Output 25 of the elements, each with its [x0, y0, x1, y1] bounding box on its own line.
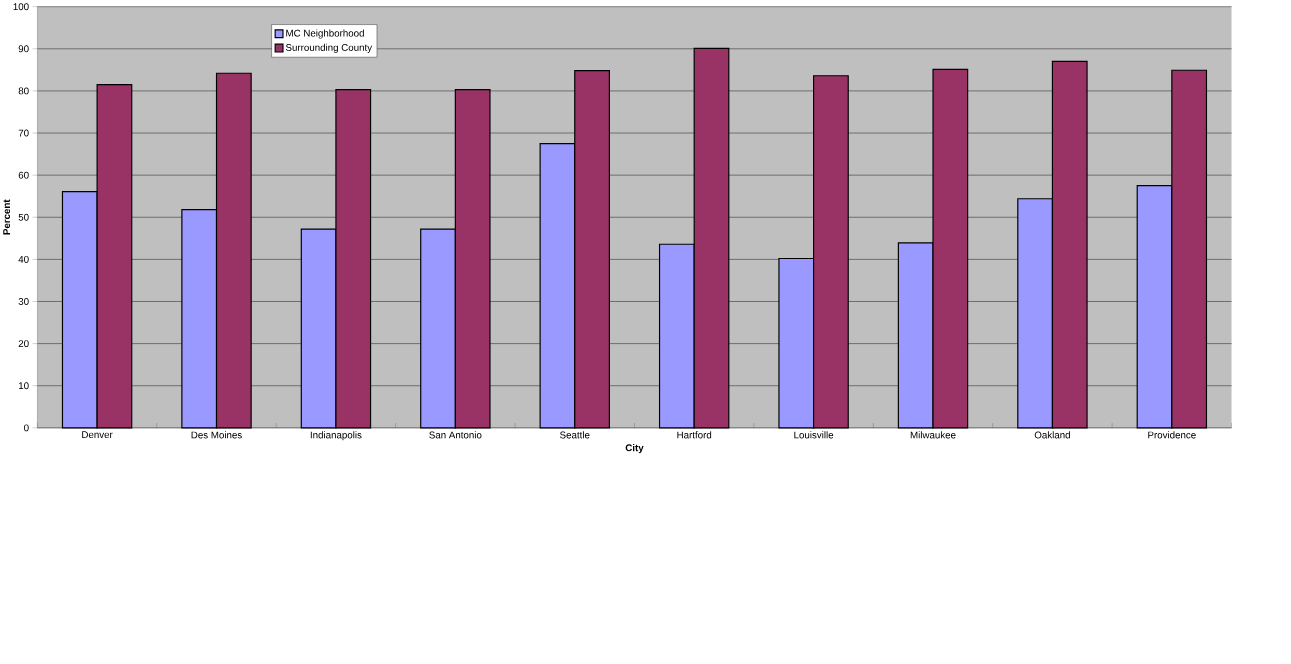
y-tick-label: 50: [18, 213, 29, 221]
y-tick-label: 60: [18, 171, 29, 179]
legend-label: Surrounding County: [285, 43, 373, 54]
y-tick-label: 10: [18, 382, 29, 390]
y-tick-label: 30: [18, 298, 29, 306]
x-axis-title: City: [625, 444, 644, 454]
y-tick-label: 90: [18, 45, 29, 53]
legend-label: MC Neighborhood: [286, 29, 364, 39]
y-tick-label: 40: [18, 256, 29, 263]
y-tick-label: 80: [18, 87, 29, 95]
y-tick-label: 100: [13, 3, 29, 11]
x-tick-label: Hartford: [677, 431, 712, 439]
y-tick-label: 20: [18, 340, 29, 348]
x-tick-label: Oakland: [1034, 431, 1070, 439]
x-tick-label: Louisville: [794, 431, 834, 439]
x-tick-label: Indianapolis: [310, 431, 362, 441]
x-tick-label: Providence: [1148, 431, 1196, 439]
x-tick-label: Denver: [82, 431, 113, 439]
x-tick-label: Milwaukee: [910, 431, 956, 439]
y-axis-title: Percent: [3, 199, 11, 235]
y-tick-label: 70: [18, 129, 29, 137]
x-tick-label: San Antonio: [429, 431, 482, 439]
y-tick-label: 0: [24, 424, 29, 432]
x-tick-label: Des Moines: [191, 431, 242, 439]
x-tick-label: Seattle: [560, 431, 590, 439]
